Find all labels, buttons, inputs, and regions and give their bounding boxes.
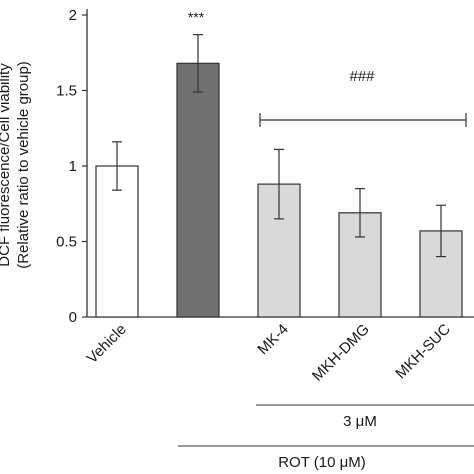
x-tick-label: MK-4 [254,321,291,358]
hash-significance-label: ### [349,68,375,85]
bars [95,62,463,318]
significance-stars: *** [188,9,205,25]
x-tick-label: Vehicle [84,321,130,367]
y-tick-label: 2 [69,7,77,24]
y-axis-label-line1: DCF fluorescence/Cell viability [0,63,13,267]
y-tick-label: 0.5 [56,234,77,251]
x-tick-label: MKH-SUC [392,321,454,383]
treatment-label: ROT (10 μM) [278,454,366,471]
bar [95,165,139,318]
y-axis-label-line2: (Relative ratio to vehicle group) [15,61,32,269]
concentration-label: 3 μM [343,413,377,430]
axes: 0 0.5 1 1.5 2 [56,7,474,326]
bar [176,62,220,318]
comparison-bracket [259,113,467,127]
y-tick-label: 0 [69,309,77,326]
y-tick-label: 1 [69,158,77,175]
x-tick-label: MKH-DMG [309,321,373,385]
error-bars [112,34,446,258]
y-axis-label: DCF fluorescence/Cell viability (Relativ… [0,61,32,269]
x-tick-labels: Vehicle MK-4 MKH-DMG MKH-SUC [84,321,454,385]
y-tick-label: 1.5 [56,83,77,100]
